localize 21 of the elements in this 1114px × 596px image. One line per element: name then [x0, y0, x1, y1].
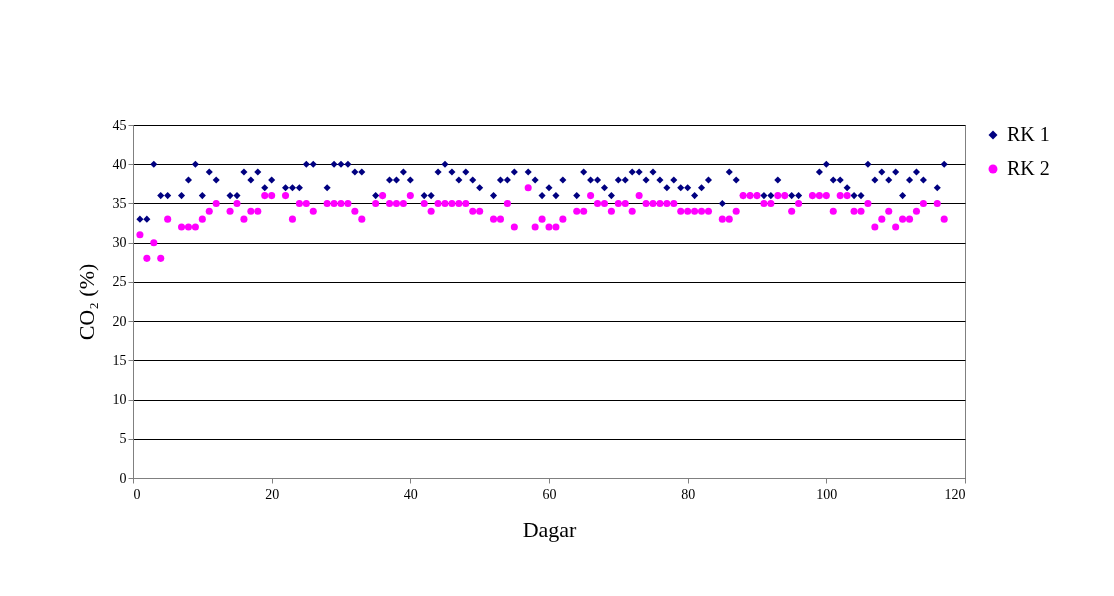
y-tick-label: 5 [119, 431, 127, 447]
legend-label: RK 2 [1007, 157, 1050, 179]
x-tick-label: 120 [944, 486, 966, 502]
y-axis-title: CO₂ (%) [73, 263, 99, 341]
x-tick-label: 100 [816, 486, 838, 502]
y-tick-label: 30 [112, 235, 127, 251]
y-tick-label: 45 [112, 117, 127, 133]
y-tick-label: 35 [112, 195, 127, 211]
y-tick-label: 40 [112, 156, 127, 172]
y-tick-label: 0 [119, 470, 127, 486]
x-tick-label: 40 [403, 486, 418, 502]
y-tick-label: 15 [112, 352, 127, 368]
x-tick-label: 80 [681, 486, 696, 502]
y-tick-label: 20 [112, 313, 127, 329]
x-axis-title: Dagar [522, 516, 578, 542]
x-tick-label: 0 [133, 486, 141, 502]
x-tick-label: 60 [542, 486, 557, 502]
y-tick-label: 10 [112, 392, 127, 408]
legend-label: RK 1 [1007, 123, 1050, 145]
x-tick-label: 20 [265, 486, 280, 502]
y-tick-label: 25 [112, 274, 127, 290]
